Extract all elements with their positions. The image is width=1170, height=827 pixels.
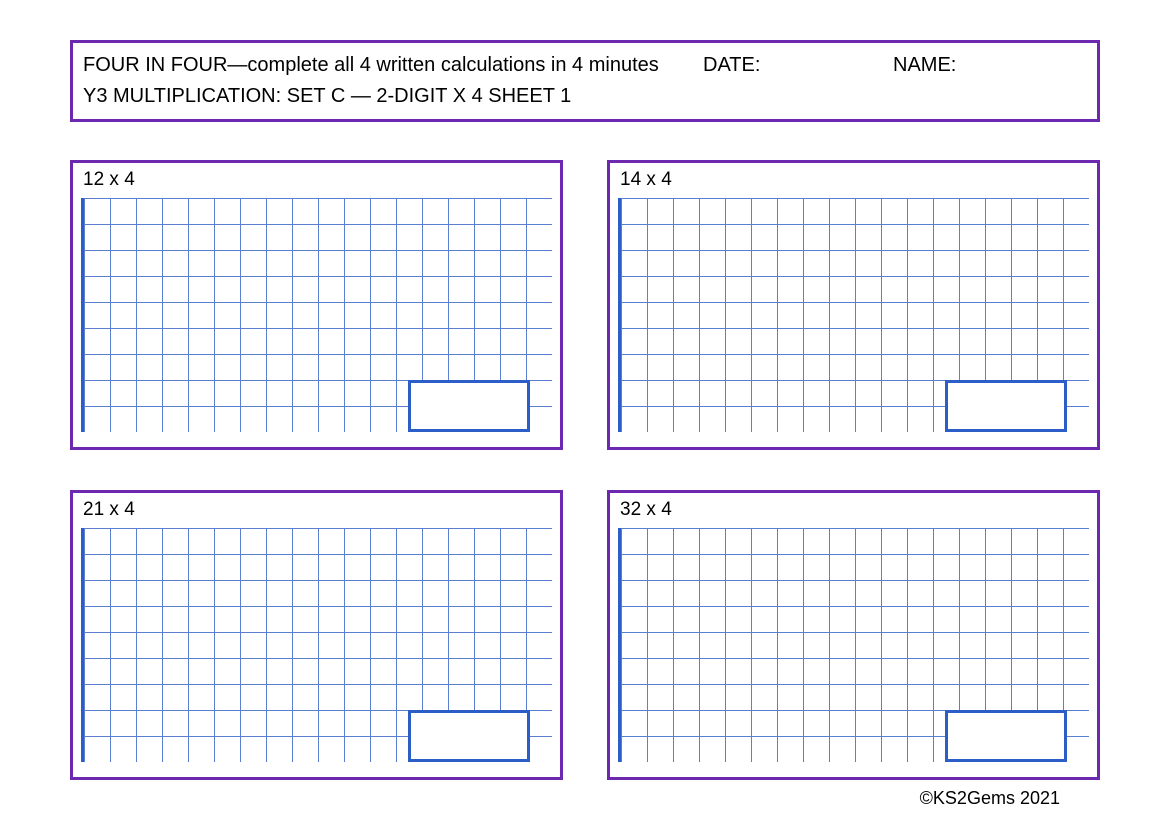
header-title: FOUR IN FOUR—complete all 4 written calc… — [83, 51, 703, 79]
header-date-label: DATE: — [703, 51, 893, 79]
problem-label: 32 x 4 — [620, 499, 1089, 522]
problem-panel-3: 21 x 4 — [70, 490, 563, 780]
answer-box[interactable] — [408, 710, 530, 762]
header-name-label: NAME: — [893, 51, 1087, 79]
answer-box[interactable] — [945, 380, 1067, 432]
problem-panel-4: 32 x 4 — [607, 490, 1100, 780]
work-area[interactable] — [81, 198, 552, 432]
problem-label: 14 x 4 — [620, 169, 1089, 192]
problem-panel-1: 12 x 4 — [70, 160, 563, 450]
worksheet-page: FOUR IN FOUR—complete all 4 written calc… — [0, 0, 1170, 827]
problem-label: 12 x 4 — [83, 169, 552, 192]
work-area[interactable] — [618, 198, 1089, 432]
answer-box[interactable] — [945, 710, 1067, 762]
panels-grid: 12 x 4 14 x 4 21 x 4 32 x 4 — [70, 160, 1100, 780]
header-subtitle: Y3 MULTIPLICATION: SET C — 2-DIGIT X 4 S… — [83, 85, 1087, 108]
header-row-1: FOUR IN FOUR—complete all 4 written calc… — [83, 51, 1087, 79]
problem-label: 21 x 4 — [83, 499, 552, 522]
header-box: FOUR IN FOUR—complete all 4 written calc… — [70, 40, 1100, 122]
problem-panel-2: 14 x 4 — [607, 160, 1100, 450]
answer-box[interactable] — [408, 380, 530, 432]
footer-copyright: ©KS2Gems 2021 — [920, 788, 1060, 809]
work-area[interactable] — [81, 528, 552, 762]
work-area[interactable] — [618, 528, 1089, 762]
